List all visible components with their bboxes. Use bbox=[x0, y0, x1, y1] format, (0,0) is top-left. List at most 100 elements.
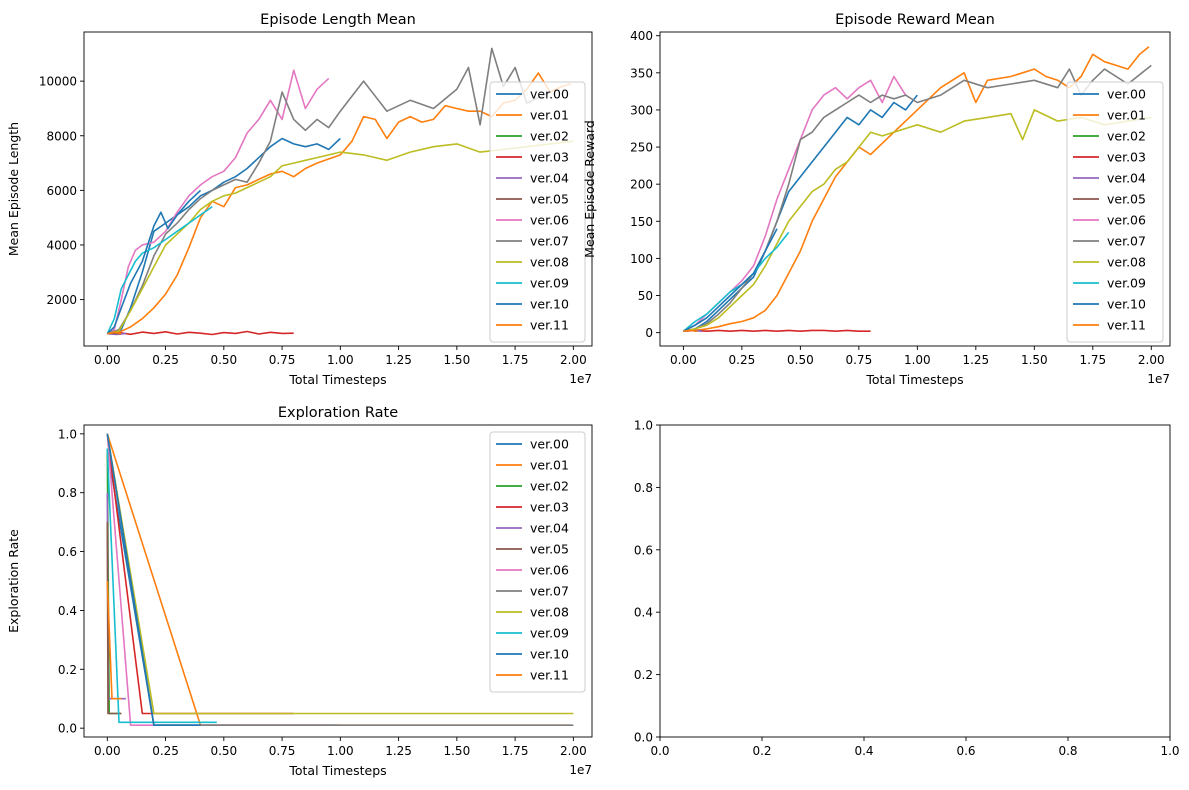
series-line-ver.09 bbox=[106, 206, 213, 335]
axes-frame bbox=[83, 31, 593, 347]
y-tick-label: 350 bbox=[630, 66, 653, 80]
x-offset-label: 1e7 bbox=[569, 763, 592, 777]
axes-frame bbox=[659, 31, 1171, 347]
series-line-ver.00 bbox=[683, 94, 918, 332]
axes-frame bbox=[83, 424, 593, 738]
legend-label: ver.09 bbox=[1107, 276, 1146, 291]
y-tick-label: 1.0 bbox=[58, 427, 77, 441]
legend-label: ver.00 bbox=[530, 437, 569, 452]
series-group bbox=[682, 46, 1152, 333]
y-tick-label: 0.4 bbox=[634, 606, 653, 620]
y-tick-label: 0.2 bbox=[58, 663, 77, 677]
y-tick-label: 50 bbox=[638, 289, 653, 303]
legend-label: ver.05 bbox=[1107, 192, 1146, 207]
y-tick-label: 4000 bbox=[46, 238, 77, 252]
x-tick-label: 0.00 bbox=[670, 353, 697, 367]
series-line-ver.03 bbox=[683, 329, 871, 333]
legend-label: ver.05 bbox=[530, 542, 569, 557]
x-tick-label: 2.00 bbox=[560, 744, 587, 758]
axes-frame bbox=[659, 424, 1171, 738]
series-line-ver.11 bbox=[683, 329, 698, 332]
x-tick-label: 0.6 bbox=[956, 744, 975, 758]
series-line-ver.10 bbox=[683, 228, 778, 332]
chart-title: Episode Length Mean bbox=[260, 12, 416, 28]
legend: ver.00 ver.01 ver.02 ver.03 ver.04 ver.05 ver.… bbox=[489, 431, 586, 693]
x-tick-label: 1.75 bbox=[1079, 353, 1106, 367]
chart-panel-0: 0.00 0.25 0.50 0.75 1.00 1.25 1.50 1.75 2.00 2000… bbox=[6, 12, 593, 387]
x-tick-label: 1.25 bbox=[385, 353, 412, 367]
series-line-ver.11 bbox=[106, 580, 122, 700]
y-tick-label: 6000 bbox=[46, 184, 77, 198]
series-line-ver.07 bbox=[107, 47, 551, 335]
legend-label: ver.08 bbox=[1107, 255, 1146, 270]
legend-label: ver.07 bbox=[530, 234, 569, 249]
x-tick-label: 2.00 bbox=[560, 353, 587, 367]
legend-label: ver.03 bbox=[530, 150, 569, 165]
x-tick-label: 1.25 bbox=[962, 353, 989, 367]
y-axis-label: Mean Episode Reward bbox=[582, 120, 597, 258]
legend-box bbox=[489, 431, 586, 693]
y-tick-label: 400 bbox=[630, 29, 653, 43]
series-line-ver.08 bbox=[683, 109, 1152, 332]
x-tick-label: 0.25 bbox=[729, 353, 756, 367]
series-line-ver.10 bbox=[106, 189, 202, 335]
legend-label: ver.11 bbox=[530, 668, 569, 683]
y-axis-label: Exploration Rate bbox=[6, 529, 21, 633]
series-line-ver.08 bbox=[107, 140, 574, 335]
legend: ver.00 ver.01 ver.02 ver.03 ver.04 ver.05 ver.… bbox=[489, 81, 586, 343]
y-tick-label: 1.0 bbox=[634, 419, 653, 433]
y-tick-label: 100 bbox=[630, 252, 653, 266]
x-tick-label: 0.4 bbox=[854, 744, 873, 758]
x-tick-label: 1.00 bbox=[327, 353, 354, 367]
series-line-ver.07 bbox=[683, 64, 1152, 332]
y-tick-label: 150 bbox=[630, 215, 653, 229]
x-axis-label: Total Timesteps bbox=[288, 763, 386, 778]
legend-label: ver.11 bbox=[530, 318, 569, 333]
x-tick-label: 0.50 bbox=[210, 744, 237, 758]
legend-label: ver.09 bbox=[530, 626, 569, 641]
y-tick-label: 0.8 bbox=[58, 486, 77, 500]
series-line-ver.00 bbox=[106, 448, 341, 727]
x-tick-label: 0.75 bbox=[269, 744, 296, 758]
x-offset-label: 1e7 bbox=[569, 372, 592, 386]
legend-label: ver.08 bbox=[530, 605, 569, 620]
x-tick-label: 0.00 bbox=[94, 744, 121, 758]
x-offset-label: 1e7 bbox=[1147, 372, 1170, 386]
x-tick-label: 2.00 bbox=[1138, 353, 1165, 367]
chart-panel-2: 0.00 0.25 0.50 0.75 1.00 1.25 1.50 1.75 2.00 0.0 0… bbox=[6, 405, 593, 778]
x-tick-label: 1.50 bbox=[443, 744, 470, 758]
legend-label: ver.03 bbox=[1107, 150, 1146, 165]
series-group bbox=[106, 47, 574, 336]
y-tick-label: 10000 bbox=[39, 75, 77, 89]
series-line-ver.03 bbox=[106, 433, 294, 715]
x-tick-label: 1.0 bbox=[1160, 744, 1179, 758]
legend-label: ver.07 bbox=[530, 584, 569, 599]
legend-label: ver.10 bbox=[530, 647, 569, 662]
y-tick-label: 0.4 bbox=[58, 604, 77, 618]
y-tick-label: 0.2 bbox=[634, 668, 653, 682]
legend-label: ver.02 bbox=[530, 129, 569, 144]
x-tick-label: 0.25 bbox=[152, 744, 179, 758]
legend-label: ver.04 bbox=[530, 171, 569, 186]
legend: ver.00 ver.01 ver.02 ver.03 ver.04 ver.05 ver.… bbox=[1066, 81, 1164, 343]
legend-label: ver.08 bbox=[530, 255, 569, 270]
x-tick-label: 1.00 bbox=[327, 744, 354, 758]
x-axis-label: Total Timesteps bbox=[288, 372, 386, 387]
series-line-ver.06 bbox=[683, 75, 907, 332]
y-tick-label: 0.0 bbox=[634, 731, 653, 745]
series-line-ver.00 bbox=[107, 137, 341, 335]
legend-box bbox=[1066, 81, 1164, 343]
legend-label: ver.04 bbox=[530, 521, 569, 536]
legend-box bbox=[489, 81, 586, 343]
y-tick-label: 0.8 bbox=[634, 481, 653, 495]
legend-label: ver.01 bbox=[1107, 108, 1146, 123]
x-tick-label: 1.00 bbox=[904, 353, 931, 367]
legend-label: ver.00 bbox=[1107, 87, 1146, 102]
y-tick-label: 0.6 bbox=[58, 545, 77, 559]
series-group bbox=[106, 433, 574, 727]
x-tick-label: 1.25 bbox=[385, 744, 412, 758]
series-line-ver.09 bbox=[106, 448, 217, 724]
series-line-ver.10 bbox=[106, 433, 201, 727]
y-tick-label: 0.0 bbox=[58, 722, 77, 736]
